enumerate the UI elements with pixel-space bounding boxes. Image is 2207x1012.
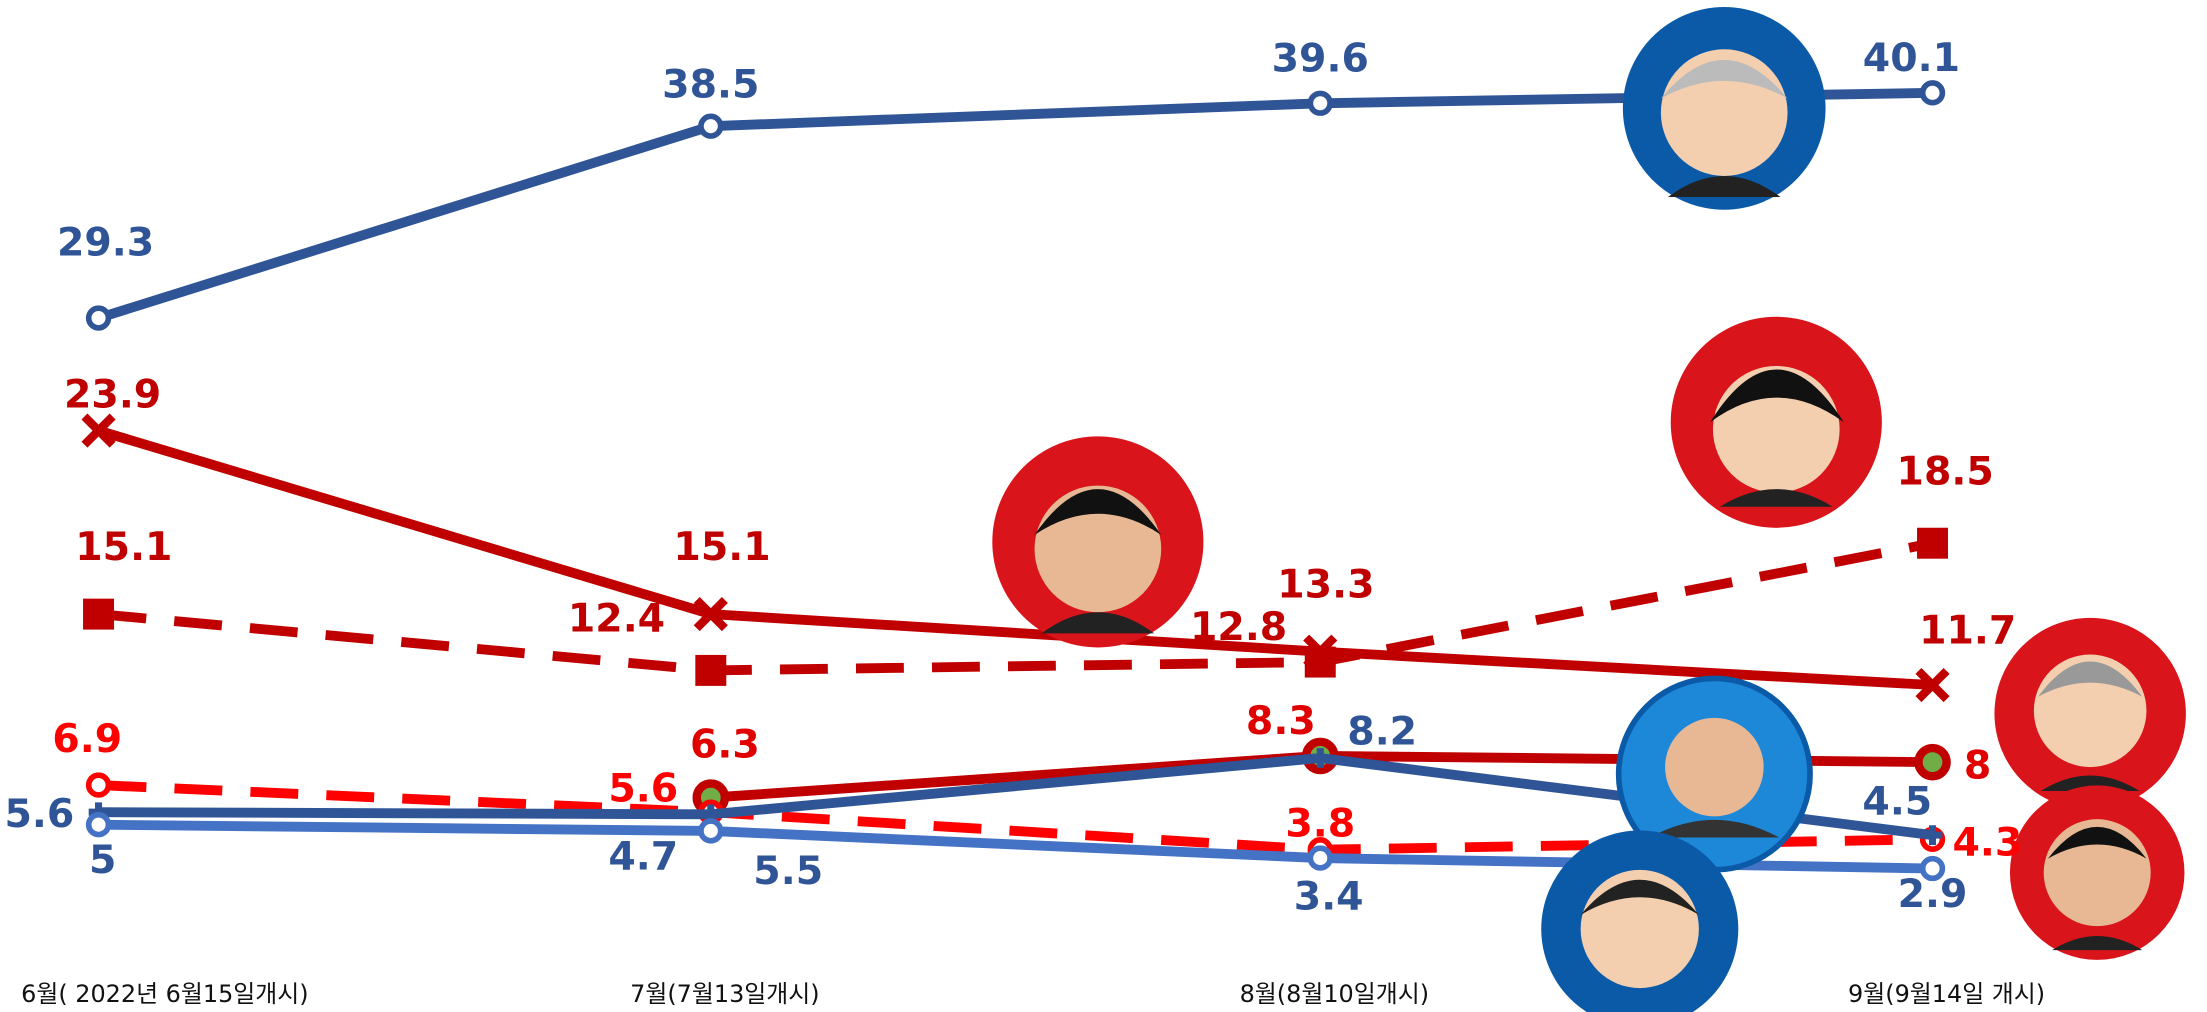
data-label: 11.7: [1919, 607, 2016, 653]
data-label: 12.8: [1190, 604, 1287, 650]
data-label: 5: [89, 837, 116, 883]
marker: [81, 413, 116, 448]
marker: [1919, 855, 1946, 882]
marker: [698, 818, 724, 844]
data-label: 38.5: [662, 61, 759, 107]
data-label: 3.8: [1285, 800, 1355, 846]
data-label: 3.4: [1294, 873, 1364, 919]
marker: [1917, 527, 1949, 559]
data-label: 6.9: [52, 716, 122, 762]
marker: [83, 598, 115, 630]
portrait: [992, 436, 1204, 648]
marker: [693, 597, 728, 632]
data-label: 15.1: [75, 524, 172, 570]
data-label: 29.3: [57, 219, 154, 265]
data-label: 4.7: [608, 834, 678, 880]
series-line: [98, 538, 1934, 676]
series-line: [97, 425, 1933, 690]
marker: [1919, 80, 1946, 106]
x-tick-label: 8월(8월10일개시): [1240, 980, 1429, 1008]
data-label: 8.2: [1347, 709, 1417, 755]
data-label: 23.9: [64, 371, 161, 417]
portraits: [992, 7, 2186, 1012]
x-tick-label: 6월( 2022년 6월15일개시): [21, 980, 309, 1008]
marker: [85, 772, 112, 798]
portrait: [1994, 617, 2186, 810]
marker: [1914, 743, 1951, 781]
marker: [695, 654, 727, 686]
marker: [85, 305, 112, 331]
marker: [1307, 90, 1333, 116]
portrait: [1615, 675, 1813, 873]
data-label: 15.1: [673, 524, 770, 570]
x-tick-label: 9월(9월14일 개시): [1848, 980, 2045, 1008]
portrait: [1622, 7, 1826, 210]
x-tick-label: 7월(7월13일개시): [630, 980, 819, 1008]
data-label: 8.3: [1246, 698, 1316, 744]
data-label: 4.3: [1953, 819, 2023, 865]
data-label: 39.6: [1272, 36, 1369, 82]
portrait: [1670, 316, 1882, 528]
portrait: [1541, 830, 1739, 1012]
data-label: 4.5: [1862, 779, 1932, 825]
marker: [1307, 845, 1333, 871]
data-label: 18.5: [1897, 449, 1994, 495]
data-label: 12.4: [568, 596, 665, 642]
data-label: 5.5: [753, 848, 823, 894]
data-label: 8: [1964, 742, 1991, 788]
marker: [698, 113, 724, 139]
marker: [1304, 646, 1336, 678]
data-label: 6.3: [690, 721, 760, 767]
marker: [1922, 825, 1943, 845]
data-label: 2.9: [1898, 871, 1968, 917]
data-label: 5.6: [5, 791, 75, 837]
data-label: 5.6: [608, 766, 678, 812]
portrait: [2009, 785, 2185, 960]
marker: [1310, 748, 1331, 768]
marker: [85, 812, 112, 838]
data-label: 40.1: [1863, 35, 1960, 81]
data-label: 13.3: [1277, 561, 1374, 607]
marker: [1915, 667, 1950, 703]
